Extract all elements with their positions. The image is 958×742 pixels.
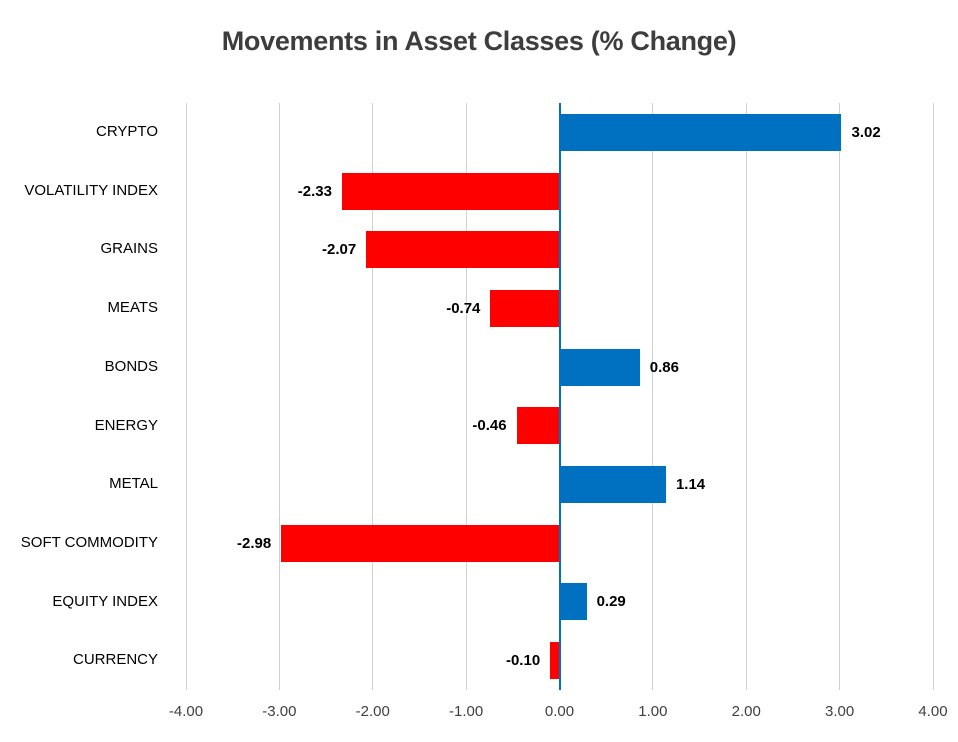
value-label-crypto: 3.02: [851, 123, 881, 141]
x-tick-label: -3.00: [262, 703, 297, 720]
x-tick-label: -1.00: [449, 703, 484, 720]
x-tick-label: 3.00: [825, 703, 855, 720]
chart-title: Movements in Asset Classes (% Change): [221, 26, 737, 56]
value-label-metal: 1.14: [675, 476, 706, 494]
category-label-energy: ENERGY: [94, 416, 158, 434]
category-label-meats: MEATS: [107, 299, 158, 317]
x-tick-label: 0.00: [544, 703, 575, 720]
x-axis: -4.00 -3.00 -2.00 -1.00 0.00 1.00 2.00 3.00 4.00: [169, 700, 948, 724]
plot-area: 3.02 -2.33 -2.07 -0.74 0.86 -0.46 1.14 -2.98 0.2…: [185, 103, 934, 690]
category-label-crypto: CRYPTO: [96, 123, 158, 140]
category-axis: CRYPTO VOLATILITY INDEX GRAINS MEATS BONDS EN…: [0, 103, 158, 690]
category-label-bonds: BONDS: [104, 357, 158, 375]
gridline: [652, 103, 654, 690]
x-tick-label: 1.00: [638, 703, 668, 720]
bar-soft-commodity: [281, 524, 560, 562]
x-tick-label: 4.00: [918, 703, 948, 720]
gridline: [932, 103, 934, 690]
category-label-soft-commodity: SOFT COMMODITY: [20, 533, 158, 551]
x-tick-label: -2.00: [355, 703, 390, 720]
value-label-currency: -0.10: [505, 652, 541, 670]
x-tick-label: -4.00: [168, 703, 204, 720]
value-label-soft-commodity: -2.98: [237, 534, 272, 552]
gridline: [278, 103, 280, 690]
value-label-equity-index: 0.29: [596, 593, 626, 611]
zero-axis-line: [558, 103, 561, 690]
x-tick-label: 2.00: [731, 703, 761, 720]
gridline: [839, 103, 841, 690]
bar-energy: [516, 407, 560, 445]
bar-metal: [559, 466, 666, 504]
gridline: [465, 103, 467, 690]
bar-crypto: [559, 113, 842, 151]
gridline: [745, 103, 747, 690]
value-label-meats: -0.74: [446, 299, 481, 317]
bar-meats: [490, 289, 560, 327]
gridline: [185, 103, 187, 690]
bar-grains: [366, 231, 560, 269]
value-label-bonds: 0.86: [649, 358, 679, 376]
category-label-equity-index: EQUITY INDEX: [52, 592, 158, 610]
value-label-volatility-index: -2.33: [297, 182, 332, 200]
gridline: [372, 103, 374, 690]
value-label-grains: -2.07: [322, 241, 357, 259]
category-label-currency: CURRENCY: [72, 651, 158, 669]
category-label-metal: METAL: [109, 475, 158, 493]
bar-bonds: [559, 348, 640, 386]
bar-volatility-index: [341, 172, 560, 210]
category-label-grains: GRAINS: [100, 240, 158, 258]
bar-currency: [550, 642, 560, 680]
value-label-energy: -0.46: [472, 417, 507, 435]
bar-equity-index: [559, 583, 587, 621]
category-label-volatility-index: VOLATILITY INDEX: [24, 181, 158, 199]
